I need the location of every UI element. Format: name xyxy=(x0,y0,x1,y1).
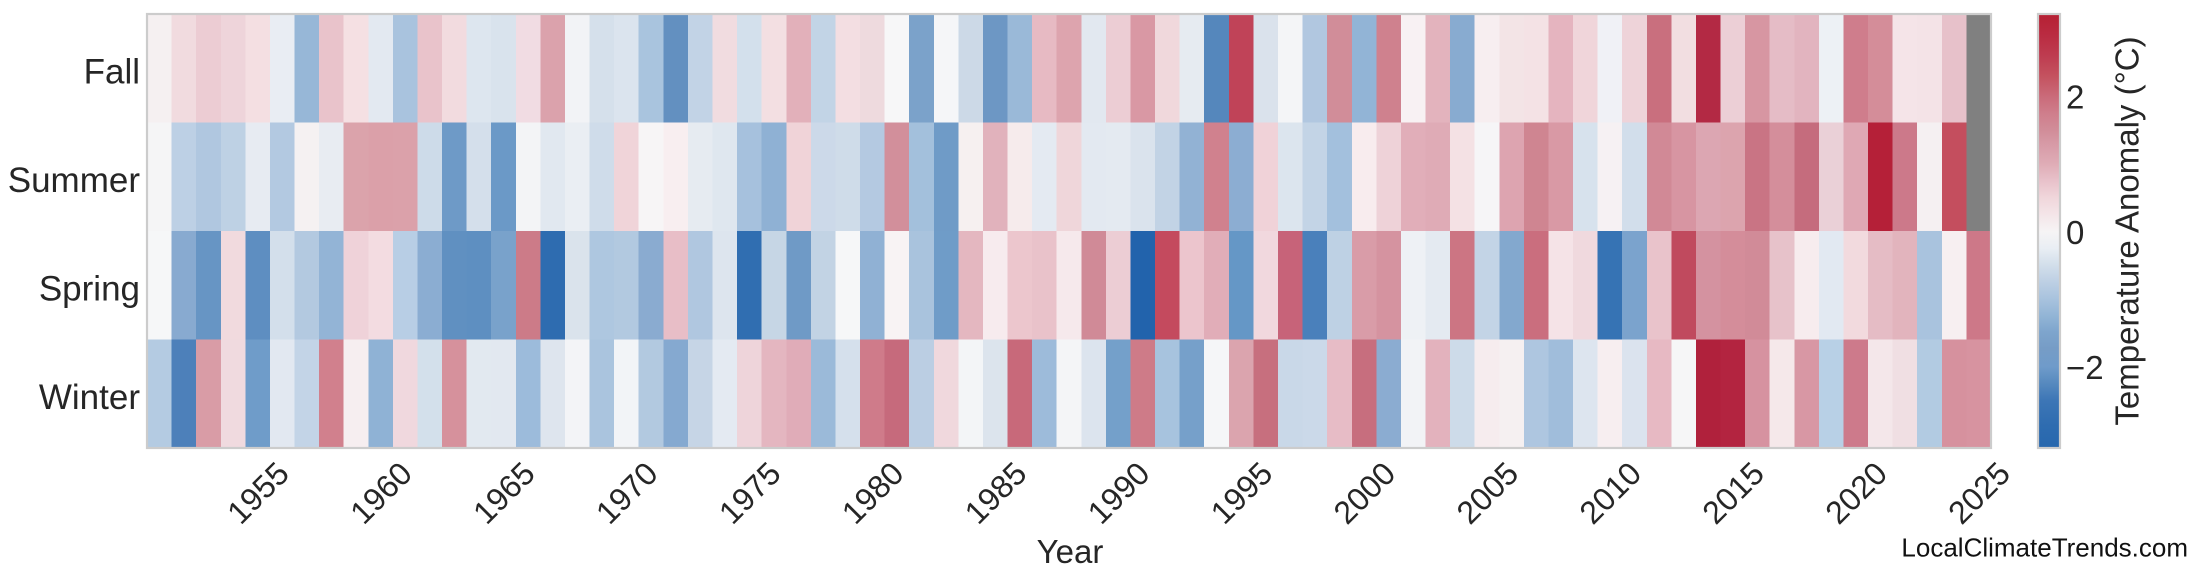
svg-text:Temperature Anomaly (°C): Temperature Anomaly (°C) xyxy=(2108,36,2145,425)
svg-text:Year: Year xyxy=(1037,533,1104,570)
svg-text:2000: 2000 xyxy=(1326,455,1402,531)
svg-text:1980: 1980 xyxy=(835,455,911,531)
svg-text:2010: 2010 xyxy=(1572,455,1648,531)
svg-text:1960: 1960 xyxy=(343,455,419,531)
svg-text:1995: 1995 xyxy=(1204,455,1280,531)
svg-text:−2: −2 xyxy=(2066,349,2104,386)
svg-text:LocalClimateTrends.com: LocalClimateTrends.com xyxy=(1901,532,2188,562)
svg-text:Summer: Summer xyxy=(8,161,141,200)
svg-text:1970: 1970 xyxy=(589,455,665,531)
svg-text:2: 2 xyxy=(2066,78,2084,115)
svg-text:2020: 2020 xyxy=(1818,455,1894,531)
svg-text:1990: 1990 xyxy=(1081,455,1157,531)
svg-text:1965: 1965 xyxy=(466,455,542,531)
svg-text:Spring: Spring xyxy=(39,270,140,309)
svg-text:Winter: Winter xyxy=(39,378,140,417)
svg-text:2025: 2025 xyxy=(1941,455,2017,531)
svg-text:1975: 1975 xyxy=(712,455,788,531)
svg-text:1955: 1955 xyxy=(220,455,296,531)
svg-text:2015: 2015 xyxy=(1695,455,1771,531)
svg-text:1985: 1985 xyxy=(958,455,1034,531)
svg-text:0: 0 xyxy=(2066,214,2084,251)
svg-text:Fall: Fall xyxy=(84,53,140,92)
svg-text:2005: 2005 xyxy=(1449,455,1525,531)
